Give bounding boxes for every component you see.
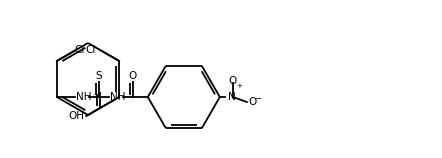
Text: NH: NH — [110, 92, 126, 102]
Text: −: − — [254, 94, 261, 103]
Text: O: O — [229, 76, 237, 86]
Text: N: N — [228, 92, 236, 102]
Text: Cl: Cl — [74, 45, 84, 55]
Text: O: O — [129, 71, 137, 81]
Text: +: + — [236, 83, 242, 89]
Text: OH: OH — [68, 111, 84, 121]
Text: S: S — [95, 71, 102, 81]
Text: Cl: Cl — [86, 45, 96, 55]
Text: O: O — [249, 97, 257, 107]
Text: NH: NH — [76, 92, 91, 102]
